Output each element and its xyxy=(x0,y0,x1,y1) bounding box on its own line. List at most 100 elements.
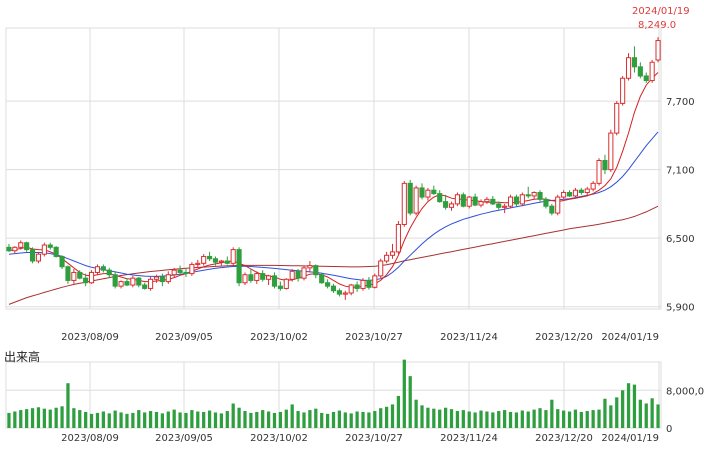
header-value: 8,249.0 xyxy=(638,20,676,31)
candle xyxy=(41,242,47,257)
candle-body-down xyxy=(460,194,466,207)
candle xyxy=(596,158,602,186)
candle-body-down xyxy=(549,205,555,214)
candle-body-up xyxy=(502,205,508,208)
candle xyxy=(490,195,496,206)
volume-x-tick-label: 2023/10/27 xyxy=(345,433,403,444)
volume-bar xyxy=(361,411,365,428)
volume-bar xyxy=(508,411,513,428)
candle xyxy=(254,271,260,284)
candle-body-up xyxy=(41,244,47,255)
candle xyxy=(555,194,561,216)
candle-body-up xyxy=(148,278,154,289)
candle xyxy=(283,278,289,290)
candle xyxy=(620,75,626,106)
candle xyxy=(118,280,124,289)
candle xyxy=(348,283,354,296)
candle xyxy=(637,62,643,79)
volume-bar xyxy=(25,409,29,428)
volume-bar xyxy=(160,413,164,428)
volume-bar xyxy=(573,409,578,428)
volume-bar xyxy=(538,408,542,428)
candle-body-down xyxy=(124,281,130,286)
volume-bar xyxy=(137,410,141,428)
candle-body-up xyxy=(378,260,384,277)
volume-x-tick-label: 2023/12/20 xyxy=(535,433,593,444)
volume-bar xyxy=(266,411,271,428)
candle-body-up xyxy=(620,77,626,104)
candle-body-up xyxy=(555,196,561,214)
candle-body-up xyxy=(484,198,490,203)
volume-bar xyxy=(89,413,94,428)
candle-body-up xyxy=(384,254,390,262)
candle-body-up xyxy=(389,251,396,256)
price-y-tick-label: 5,900 xyxy=(666,303,695,314)
candle xyxy=(360,278,366,291)
volume-bar xyxy=(66,383,70,428)
candle xyxy=(242,272,248,286)
candle xyxy=(614,101,620,136)
candle-body-up xyxy=(372,275,378,288)
candle-body-up xyxy=(307,265,313,269)
candle xyxy=(136,277,142,288)
volume-bar xyxy=(497,411,501,428)
volume-x-tick-label: 2023/09/05 xyxy=(155,433,213,444)
candle-body-down xyxy=(6,246,12,252)
candle xyxy=(207,251,213,262)
volume-bar xyxy=(42,408,46,428)
volume-bar xyxy=(95,412,100,428)
volume-y-tick-label: 8,000,00 xyxy=(666,386,704,397)
candle xyxy=(466,195,472,209)
candle-body-down xyxy=(490,198,496,205)
candle xyxy=(584,186,590,195)
candle-body-down xyxy=(496,203,502,208)
volume-bar xyxy=(467,411,471,428)
volume-bar xyxy=(113,410,117,428)
candlestick-layer xyxy=(6,37,661,300)
volume-bar xyxy=(532,409,536,428)
candle-body-down xyxy=(183,271,189,275)
candle xyxy=(100,264,106,273)
candle-body-up xyxy=(519,194,525,205)
volume-bar xyxy=(556,409,560,428)
volume-bar xyxy=(656,404,660,428)
volume-bar xyxy=(579,411,583,428)
candle xyxy=(266,274,272,286)
volume-bar xyxy=(514,412,519,428)
candle-body-up xyxy=(242,274,248,284)
volume-bar xyxy=(36,407,41,428)
candle xyxy=(59,255,65,270)
candle-body-down xyxy=(77,271,83,279)
volume-bar xyxy=(154,411,159,428)
price-x-tick-label: 2023/12/20 xyxy=(535,332,593,343)
volume-bar xyxy=(207,410,212,428)
volume-bar xyxy=(314,408,318,428)
candle-body-up xyxy=(572,189,579,197)
volume-bar xyxy=(166,411,170,428)
volume-bar xyxy=(302,412,306,428)
volume-bar xyxy=(520,410,524,428)
candle xyxy=(159,273,165,287)
volume-x-tick-label: 2023/11/24 xyxy=(440,433,498,444)
candle xyxy=(649,59,655,83)
candle xyxy=(602,154,608,175)
volume-bar xyxy=(408,376,412,428)
candle xyxy=(496,201,502,210)
candle-body-up xyxy=(448,203,455,208)
candle xyxy=(195,259,201,268)
candle xyxy=(325,279,331,289)
candle xyxy=(472,193,478,207)
candle-body-up xyxy=(218,260,224,263)
candle-body-down xyxy=(330,285,337,292)
candle xyxy=(372,273,378,289)
volume-bar xyxy=(225,411,229,428)
candle-body-up xyxy=(171,269,177,276)
candle-body-up xyxy=(254,273,260,281)
volume-bar xyxy=(597,409,601,428)
volume-bar xyxy=(420,405,424,428)
candle xyxy=(301,265,307,281)
candle xyxy=(525,186,531,199)
candle-body-down xyxy=(537,191,543,200)
candle-body-down xyxy=(419,187,425,198)
candle xyxy=(513,194,519,207)
